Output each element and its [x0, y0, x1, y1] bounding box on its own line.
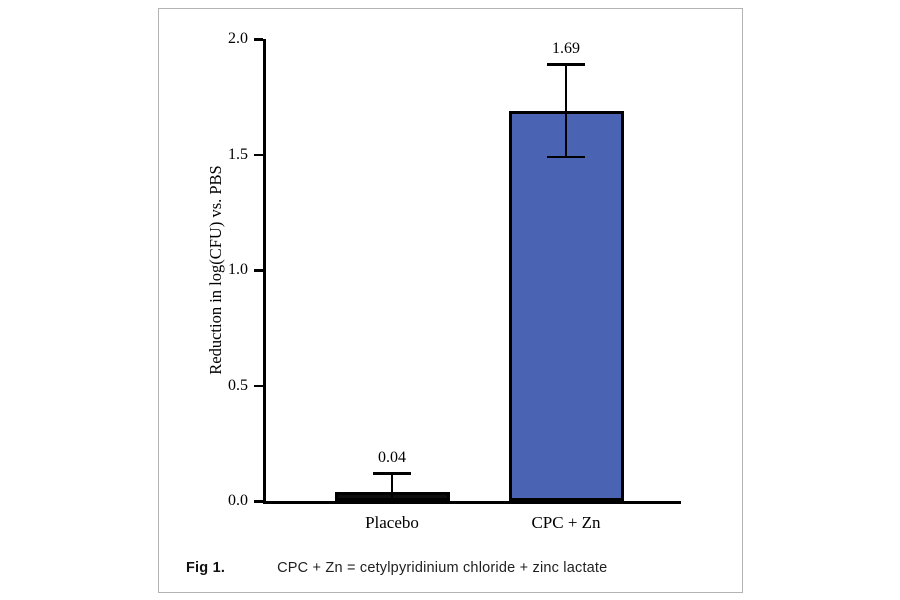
error-bar-cap-top: [547, 63, 585, 66]
y-tick-mark: [254, 153, 263, 156]
figure-caption: Fig 1. CPC + Zn = cetylpyridinium chlori…: [186, 560, 607, 576]
y-tick-label: 2.0: [228, 30, 248, 47]
y-tick-mark: [254, 384, 263, 387]
x-axis-line: [263, 501, 681, 504]
error-bar-cap-top: [373, 472, 411, 475]
bar-2: [508, 110, 624, 501]
error-bar-cap-bottom: [547, 155, 585, 159]
y-axis-line: [263, 39, 266, 504]
x-category-label: CPC + Zn: [531, 513, 601, 532]
y-tick-label: 0.0: [228, 492, 248, 509]
y-tick-label: 1.0: [228, 261, 248, 278]
y-tick-mark: [254, 38, 263, 41]
y-tick-label: 1.5: [228, 145, 248, 163]
figure-caption-text: CPC + Zn = cetylpyridinium chloride + zi…: [277, 560, 608, 576]
x-category-label: Placebo: [365, 513, 419, 532]
y-tick-mark: [254, 500, 263, 503]
y-tick-label: 0.5: [228, 376, 248, 394]
error-bar-line: [564, 64, 568, 157]
y-tick-mark: [254, 269, 263, 272]
error-bar-line: [390, 473, 394, 501]
bar-value-label: 0.04: [378, 449, 406, 467]
bar-value-label: 1.69: [552, 40, 580, 58]
figure-caption-label: Fig 1.: [186, 560, 226, 576]
bar-chart: Reduction in log(CFU) vs. PBS 0.0 0.5 1.0 1…: [159, 9, 742, 592]
figure-panel: Reduction in log(CFU) vs. PBS 0.0 0.5 1.0 1…: [158, 8, 743, 593]
